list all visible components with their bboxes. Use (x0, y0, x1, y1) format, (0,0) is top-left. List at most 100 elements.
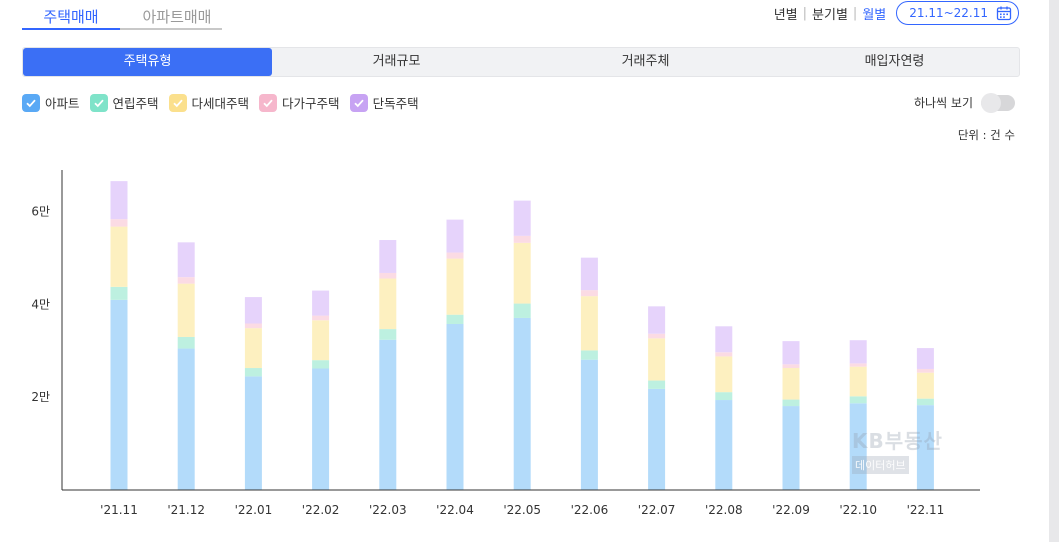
bar-segment (648, 338, 666, 381)
bar-segment (580, 296, 598, 351)
bar-segment (849, 363, 867, 367)
bar-segment (782, 399, 800, 407)
y-tick-label: 4만 (31, 297, 50, 311)
bar-segment (312, 368, 330, 490)
x-tick-label: '22.05 (503, 503, 541, 517)
calendar-icon (996, 6, 1012, 21)
bar-segment (110, 181, 128, 220)
bar-segment (110, 219, 128, 227)
bar-segment (782, 406, 800, 490)
watermark-subtitle: 데이터허브 (852, 456, 909, 474)
bar-segment (513, 242, 531, 304)
date-range-picker[interactable]: 21.11~22.11 (896, 1, 1019, 25)
segment-buyer-age[interactable]: 매입자연령 (864, 54, 925, 69)
bar-segment (715, 392, 733, 401)
single-view-toggle[interactable] (981, 92, 1015, 113)
bar-segment (782, 341, 800, 365)
toggle-label: 하나씩 보기 (913, 96, 973, 110)
x-tick-label: '22.08 (705, 503, 743, 517)
x-tick-label: '21.11 (100, 503, 138, 517)
watermark-title: KB부동산 (852, 429, 943, 453)
bar-segment (513, 200, 531, 236)
legend-item-apartment[interactable]: 아파트 (22, 93, 80, 112)
bar-segment (446, 323, 464, 490)
single-view-toggle-group: 하나씩 보기 (913, 92, 1015, 113)
bar-segment (715, 356, 733, 393)
bar-segment (177, 283, 195, 337)
legend-item-multiplex[interactable]: 다세대주택 (168, 93, 250, 112)
toggle-knob (981, 92, 1001, 113)
x-tick-label: '22.10 (839, 503, 877, 517)
bar-segment (513, 235, 531, 243)
period-selector: 년별 | 분기별 | 월별 21.11~22.11 (774, 1, 1019, 25)
bar-segment (177, 348, 195, 490)
bar-segment (580, 350, 598, 360)
x-tick-label: '22.09 (772, 503, 810, 517)
bar-segment (312, 290, 330, 316)
bar-segment (244, 328, 262, 369)
bar-segment (312, 320, 330, 361)
bar-segment (513, 317, 531, 490)
bar-segment (379, 329, 397, 340)
bar-segment (849, 340, 867, 364)
bar-segment (849, 366, 867, 397)
check-icon[interactable] (168, 93, 187, 112)
x-tick-label: '22.07 (638, 503, 676, 517)
category-segmented-control: 주택유형 거래규모 거래주체 매입자연령 (22, 47, 1020, 77)
bar-segment (648, 380, 666, 389)
bar-segment (244, 368, 262, 377)
segment-housing-type[interactable]: 주택유형 (23, 48, 272, 76)
period-divider: | (852, 5, 858, 21)
bar-segment (715, 400, 733, 490)
bar-segment (916, 348, 934, 369)
bar-segment (446, 252, 464, 259)
segment-deal-entity[interactable]: 거래주체 (621, 54, 670, 69)
bar-segment (916, 372, 934, 399)
legend-item-detached[interactable]: 단독주택 (349, 93, 419, 112)
x-tick-label: '22.01 (235, 503, 273, 517)
bar-segment (849, 403, 867, 490)
bar-segment (580, 257, 598, 291)
check-icon[interactable] (349, 93, 368, 112)
bar-segment (244, 376, 262, 490)
period-yearly[interactable]: 년별 (773, 7, 798, 23)
x-tick-label: '22.03 (369, 503, 407, 517)
active-tab-underline (22, 28, 120, 30)
bar-segment (648, 333, 666, 339)
bar-segment (110, 286, 128, 300)
bar-segment (379, 339, 397, 490)
bar-segment (244, 323, 262, 329)
legend-item-rowhouse[interactable]: 연립주택 (89, 93, 159, 112)
bar-segment (110, 299, 128, 490)
period-quarterly[interactable]: 분기별 (812, 7, 848, 23)
bar-segment (580, 290, 598, 297)
x-tick-label: '22.06 (571, 503, 609, 517)
check-icon[interactable] (22, 93, 40, 112)
y-tick-label: 2만 (31, 390, 50, 404)
bar-segment (177, 242, 195, 278)
tab-apartment-trade[interactable]: 아파트매매 (142, 8, 212, 26)
bar-segment (782, 364, 800, 369)
tab-house-trade[interactable]: 주택매매 (43, 8, 99, 26)
bar-segment (715, 326, 733, 353)
kb-watermark: KB부동산 데이터허브 (852, 425, 943, 474)
bar-segment (312, 315, 330, 321)
bar-segment (446, 219, 464, 253)
check-icon[interactable] (259, 93, 278, 112)
legend-item-multi-family[interactable]: 다가구주택 (259, 93, 340, 112)
y-tick-label: 6만 (31, 205, 50, 219)
segment-deal-size[interactable]: 거래규모 (372, 54, 421, 69)
deal-type-tabs: 주택매매 아파트매매 (22, 0, 222, 30)
bar-segment (379, 278, 397, 330)
bar-segment (177, 277, 195, 284)
legend-label: 다세대주택 (191, 96, 250, 111)
bar-segment (916, 398, 934, 406)
legend-label: 다가구주택 (282, 96, 340, 111)
x-tick-label: '22.02 (302, 503, 340, 517)
x-tick-label: '22.04 (436, 503, 474, 517)
legend-label: 연립주택 (112, 96, 159, 111)
page-scrollbar[interactable] (1049, 0, 1059, 542)
x-tick-label: '21.12 (167, 503, 205, 517)
check-icon[interactable] (89, 93, 108, 112)
period-monthly[interactable]: 월별 (862, 7, 887, 23)
